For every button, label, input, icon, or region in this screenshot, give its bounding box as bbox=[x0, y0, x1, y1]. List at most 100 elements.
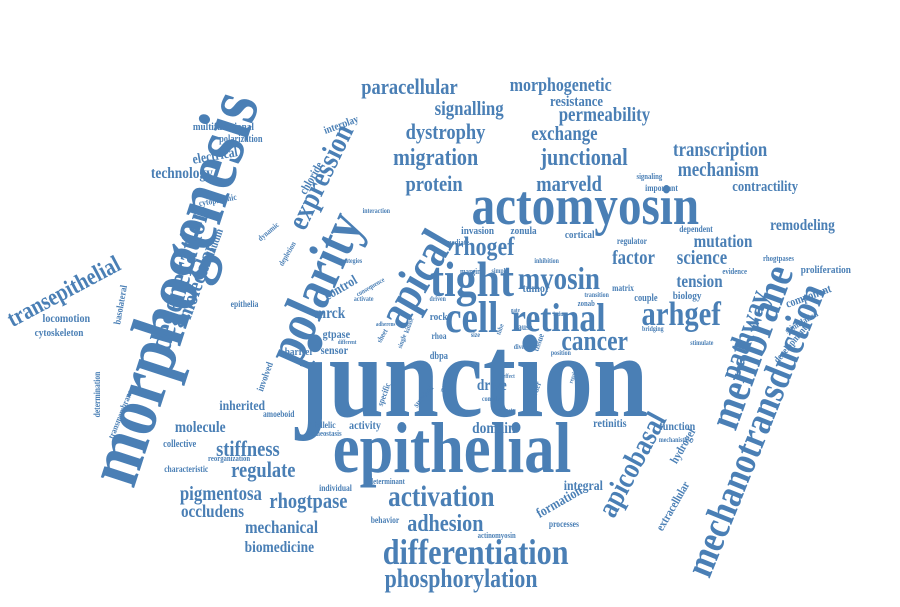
word-inherited: inherited bbox=[219, 399, 266, 414]
word-paracellular: paracellular bbox=[361, 74, 458, 99]
word-mediate: mediate bbox=[446, 238, 469, 247]
word-effect: effect bbox=[503, 374, 515, 380]
word-occludens: occludens bbox=[181, 501, 245, 521]
word-activity: activity bbox=[349, 418, 381, 432]
word-behavior: behavior bbox=[370, 515, 400, 525]
word-dependent: dependent bbox=[679, 224, 713, 234]
word-collective: collective bbox=[163, 439, 197, 450]
word-molecule: molecule bbox=[174, 419, 226, 436]
word-domain: domain bbox=[472, 420, 516, 437]
word-important: important bbox=[645, 183, 678, 193]
word-epithelial: epithelial bbox=[332, 408, 572, 488]
word-signaling: signaling bbox=[636, 172, 663, 181]
word-determination: determination bbox=[91, 371, 102, 418]
word-mrck: mrck bbox=[314, 305, 346, 322]
word-homeostasis: homeostasis bbox=[307, 429, 342, 438]
word-morphogenetic: morphogenetic bbox=[509, 75, 612, 96]
word-interaction: interaction bbox=[362, 207, 391, 215]
word-induce: induce bbox=[553, 312, 568, 318]
word-transition: transition bbox=[584, 291, 609, 299]
word-biallelic: biallelic bbox=[310, 420, 336, 430]
word-determinant: determinant bbox=[369, 477, 405, 486]
word-bridging: bridging bbox=[642, 325, 664, 333]
word-individual: individual bbox=[319, 483, 352, 493]
word-pigmentosa: pigmentosa bbox=[179, 483, 262, 505]
word-barrier: barrier bbox=[284, 346, 314, 358]
word-rhogef: rhogef bbox=[453, 232, 515, 261]
word-cause: cause bbox=[514, 322, 533, 332]
word-rhogtpases: rhogtpases bbox=[762, 254, 794, 263]
word-polarization: polarization bbox=[219, 134, 263, 145]
word-mutation: mutation bbox=[693, 231, 753, 251]
word-regulate: regulate bbox=[231, 457, 296, 482]
word-activate: activate bbox=[353, 295, 374, 303]
word-technology: technology bbox=[150, 165, 213, 182]
word-myosin: myosin bbox=[517, 260, 600, 296]
word-tension: tension bbox=[676, 271, 723, 291]
word-diverse: diverse bbox=[513, 343, 532, 351]
word-transcription: transcription bbox=[672, 139, 768, 161]
word-junctional: junctional bbox=[540, 145, 628, 171]
word-contractility: contractility bbox=[732, 179, 799, 195]
word-function: function bbox=[659, 419, 696, 433]
word-science: science bbox=[676, 247, 728, 269]
word-arhgef: arhgef bbox=[641, 296, 721, 333]
word-actinomyosin: actinomyosin bbox=[477, 531, 516, 540]
word-exchange: exchange bbox=[531, 123, 598, 145]
word-mechanistic: mechanistic bbox=[658, 436, 689, 444]
word-processes: processes bbox=[548, 519, 579, 529]
word-adherens: adherens bbox=[375, 322, 396, 328]
word-complex: complex bbox=[481, 395, 503, 403]
word-rock: rock bbox=[429, 311, 448, 323]
word-migration: migration bbox=[393, 145, 479, 171]
word-locomotion: locomotion bbox=[42, 311, 91, 325]
word-phosphorylation: phosphorylation bbox=[384, 564, 538, 593]
word-biomedicine: biomedicine bbox=[244, 539, 315, 556]
word-tight: tight bbox=[430, 251, 514, 307]
word-couple: couple bbox=[634, 293, 658, 304]
word-retinitis: retinitis bbox=[593, 416, 627, 430]
word-dbpa: dbpa bbox=[429, 351, 448, 362]
word-retinal: retinal bbox=[511, 295, 606, 340]
word-zonab: zonab bbox=[577, 299, 595, 308]
word-stimulate: stimulate bbox=[690, 339, 714, 347]
word-evidence: evidence bbox=[722, 267, 747, 276]
word-different: different bbox=[337, 340, 357, 346]
word-resistance: resistance bbox=[550, 94, 604, 110]
word-strategies: strategies bbox=[338, 257, 363, 265]
word-factor: factor bbox=[612, 247, 655, 269]
word-drive: drive bbox=[476, 377, 507, 394]
word-position: position bbox=[550, 349, 571, 357]
word-regulator: regulator bbox=[616, 236, 647, 246]
word-marveld: marveld bbox=[536, 171, 602, 196]
word-cell: cell bbox=[445, 293, 499, 342]
word-tumor: tumor bbox=[522, 281, 550, 295]
word-cancer: cancer bbox=[561, 326, 628, 357]
word-epithelia: epithelia bbox=[230, 299, 259, 309]
word-amoeboid: amoeboid bbox=[263, 409, 295, 419]
word-dystrophy: dystrophy bbox=[405, 119, 486, 144]
word-matrix: matrix bbox=[612, 283, 634, 293]
word-size: size bbox=[470, 331, 481, 339]
word-cortical: cortical bbox=[564, 229, 595, 241]
word-remodeling: remodeling bbox=[770, 217, 835, 234]
word-multifunctional: multifunctional bbox=[192, 121, 254, 133]
word-inhibition: inhibition bbox=[534, 257, 559, 265]
word-driven: driven bbox=[429, 295, 446, 303]
word-actomyosin: actomyosin bbox=[471, 175, 700, 237]
word-characteristic: characteristic bbox=[164, 464, 209, 474]
word-junction: junction bbox=[295, 311, 649, 442]
word-simple: simple bbox=[491, 267, 508, 275]
word-zonula: zonula bbox=[510, 225, 537, 237]
word-biology: biology bbox=[672, 290, 702, 302]
word-gtpase: gtpase bbox=[322, 327, 351, 341]
word-mechanism: mechanism bbox=[677, 159, 759, 181]
word-extracellular: extracellular bbox=[652, 478, 693, 534]
word-rhogtpase: rhogtpase bbox=[269, 488, 348, 513]
word-margin: margin bbox=[459, 267, 481, 276]
word-gate: gate bbox=[510, 308, 520, 314]
word-permeability: permeability bbox=[558, 104, 651, 126]
word-integral: integral bbox=[563, 479, 603, 494]
word-cytoskeleton: cytoskeleton bbox=[34, 327, 84, 339]
